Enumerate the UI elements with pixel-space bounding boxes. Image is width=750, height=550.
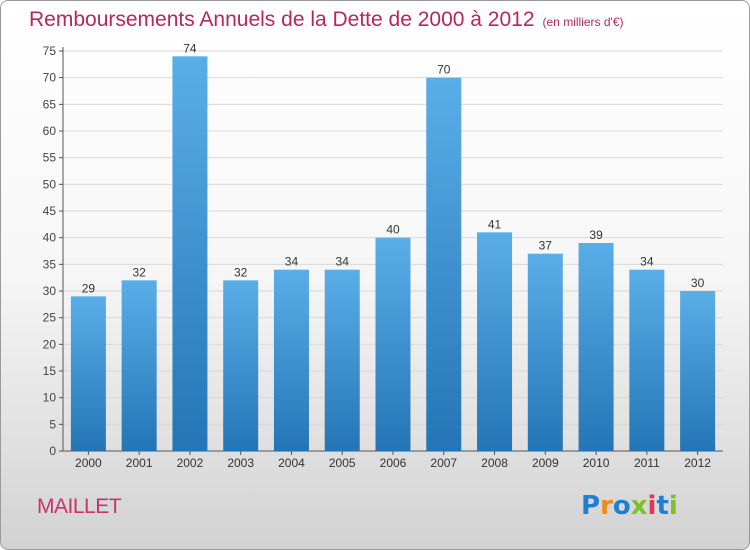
bar-2010 <box>578 243 614 451</box>
y-tick-label: 65 <box>43 97 57 111</box>
bar-2012 <box>680 291 716 451</box>
x-tick-label-2006: 2006 <box>380 456 407 470</box>
y-tick-label: 45 <box>43 204 57 218</box>
bar-2000 <box>70 296 106 451</box>
y-tick-label: 20 <box>43 337 57 351</box>
bars <box>70 56 716 452</box>
x-tick-label-2008: 2008 <box>481 456 508 470</box>
data-label-2011: 34 <box>640 255 654 269</box>
x-tick-label-2002: 2002 <box>177 456 204 470</box>
logo-letter: P <box>581 491 601 521</box>
x-tick-labels: 2000 2001 2002 2003 2004 2005 2006 2007 2008 2009… <box>75 456 711 470</box>
chart-title: Remboursements Annuels de la Dette de 20… <box>29 8 624 32</box>
logo-letter: o <box>612 491 631 521</box>
chart-title-text: Remboursements Annuels de la Dette de 20… <box>29 8 535 31</box>
data-label-2008: 41 <box>488 217 502 231</box>
x-tick-label-2011: 2011 <box>634 456 660 470</box>
data-label-2007: 70 <box>437 63 451 77</box>
y-tick-label: 60 <box>43 124 57 138</box>
x-tick-label-2007: 2007 <box>430 456 457 470</box>
x-tick-label-2009: 2009 <box>532 456 559 470</box>
data-label-2009: 37 <box>539 239 553 253</box>
logo-letter: i <box>647 491 657 521</box>
bar-2009 <box>527 253 563 451</box>
bar-2007 <box>426 77 462 452</box>
logo-letter: t <box>656 491 669 521</box>
data-label-2012: 30 <box>691 276 705 290</box>
data-label-2003: 32 <box>234 265 248 279</box>
x-tick-label-2003: 2003 <box>227 456 254 470</box>
y-tick-label: 10 <box>43 391 57 405</box>
commune-name: MAILLET <box>37 495 122 518</box>
x-tick-label-2010: 2010 <box>583 456 610 470</box>
data-labels: 29 32 74 32 34 34 40 70 41 37 39 34 30 <box>82 41 705 295</box>
y-tick-label: 0 <box>49 444 56 458</box>
data-label-2010: 39 <box>589 228 603 242</box>
chart-unit-label: (en milliers d'€) <box>542 15 624 29</box>
y-tick-label: 5 <box>49 417 56 431</box>
x-tick-label-2005: 2005 <box>329 456 356 470</box>
bar-2004 <box>273 269 309 451</box>
data-label-2004: 34 <box>285 255 299 269</box>
bar-2001 <box>121 280 157 451</box>
data-label-2002: 74 <box>183 41 197 55</box>
data-label-2005: 34 <box>336 255 350 269</box>
y-tick-labels: 0 5 10 15 20 25 30 35 40 45 50 55 60 65 70 75 <box>43 44 57 458</box>
y-tick-label: 70 <box>43 71 57 85</box>
y-tick-label: 75 <box>43 44 57 58</box>
proxiti-logo[interactable]: Proxiti <box>581 491 678 521</box>
bar-2011 <box>629 269 665 451</box>
y-tick-label: 40 <box>43 231 57 245</box>
data-label-2001: 32 <box>132 265 146 279</box>
x-tick-label-2012: 2012 <box>684 456 711 470</box>
x-tick-label-2001: 2001 <box>126 456 153 470</box>
logo-letter: x <box>630 491 648 521</box>
logo-letter: i <box>668 491 678 521</box>
bar-2003 <box>223 280 259 451</box>
bar-2002 <box>172 56 208 451</box>
logo-letter: r <box>600 491 613 521</box>
bar-2008 <box>477 232 513 451</box>
x-tick-label-2000: 2000 <box>75 456 102 470</box>
y-tick-label: 15 <box>43 364 57 378</box>
bar-2006 <box>375 237 411 451</box>
y-tick-label: 30 <box>43 284 57 298</box>
data-label-2000: 29 <box>82 281 96 295</box>
y-tick-label: 55 <box>43 151 57 165</box>
bar-2005 <box>324 269 360 451</box>
y-tick-label: 50 <box>43 177 57 191</box>
data-label-2006: 40 <box>386 223 400 237</box>
x-tick-label-2004: 2004 <box>278 456 305 470</box>
y-tick-label: 25 <box>43 311 57 325</box>
y-tick-label: 35 <box>43 257 57 271</box>
